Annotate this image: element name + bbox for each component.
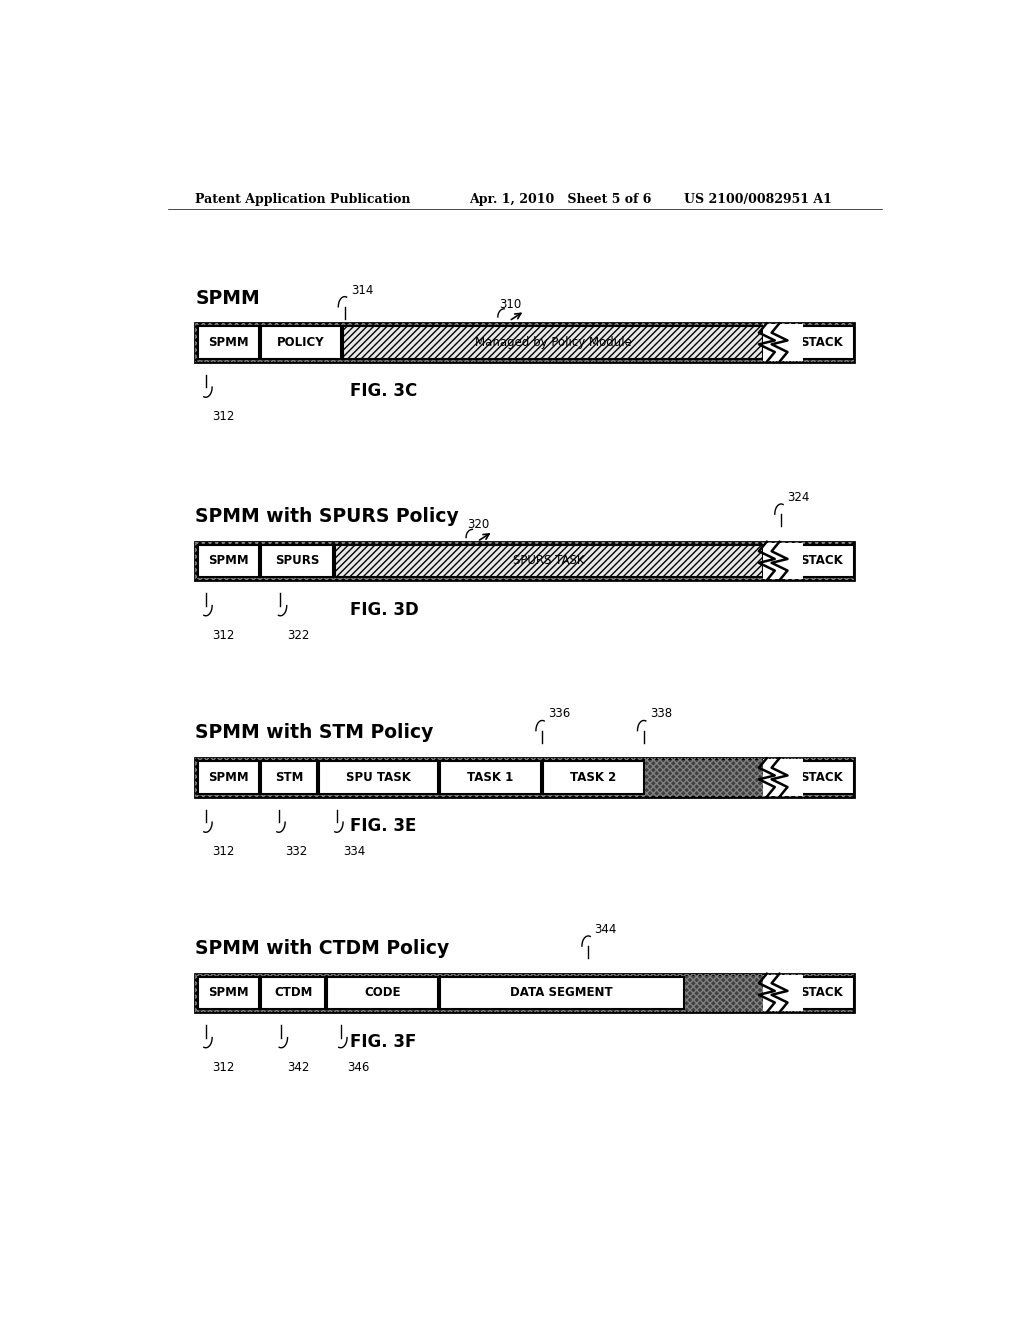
- Text: 342: 342: [288, 1061, 310, 1074]
- Bar: [261, 762, 316, 793]
- Text: SPMM with CTDM Policy: SPMM with CTDM Policy: [196, 940, 450, 958]
- Text: 322: 322: [287, 630, 309, 642]
- Text: 334: 334: [343, 846, 366, 858]
- Text: STACK: STACK: [800, 554, 843, 568]
- Text: SPURS TASK: SPURS TASK: [513, 554, 585, 568]
- Bar: [196, 323, 854, 362]
- Bar: [196, 541, 854, 581]
- Text: 312: 312: [212, 630, 234, 642]
- Text: FIG. 3C: FIG. 3C: [350, 381, 418, 400]
- Bar: [790, 545, 854, 577]
- Bar: [343, 326, 763, 359]
- Bar: [198, 545, 259, 577]
- Bar: [198, 977, 259, 1008]
- Bar: [543, 762, 644, 793]
- Text: TASK 2: TASK 2: [570, 771, 616, 784]
- Text: US 2100/0082951 A1: US 2100/0082951 A1: [684, 193, 831, 206]
- Text: SPMM: SPMM: [208, 986, 249, 999]
- Text: Apr. 1, 2010   Sheet 5 of 6: Apr. 1, 2010 Sheet 5 of 6: [469, 193, 651, 206]
- Bar: [196, 323, 854, 362]
- Bar: [261, 977, 325, 1008]
- Text: 312: 312: [212, 846, 234, 858]
- Text: 314: 314: [351, 284, 374, 297]
- Bar: [196, 974, 854, 1012]
- Bar: [763, 325, 803, 360]
- Text: 338: 338: [650, 708, 673, 721]
- Text: SPURS: SPURS: [274, 554, 319, 568]
- Bar: [790, 762, 854, 793]
- Bar: [440, 762, 541, 793]
- Text: Managed by Policy Module: Managed by Policy Module: [474, 335, 632, 348]
- Text: FIG. 3E: FIG. 3E: [350, 817, 417, 836]
- Text: SPMM: SPMM: [208, 771, 249, 784]
- Bar: [198, 762, 259, 793]
- Bar: [763, 974, 803, 1011]
- Bar: [790, 326, 854, 359]
- Text: SPU TASK: SPU TASK: [346, 771, 411, 784]
- Text: STACK: STACK: [800, 771, 843, 784]
- Text: SPMM: SPMM: [196, 289, 260, 308]
- Text: 346: 346: [347, 1061, 370, 1074]
- Text: SPMM with STM Policy: SPMM with STM Policy: [196, 723, 434, 742]
- Text: STACK: STACK: [800, 986, 843, 999]
- Bar: [261, 545, 333, 577]
- Bar: [335, 545, 763, 577]
- Bar: [763, 543, 803, 579]
- Bar: [763, 759, 803, 796]
- Text: DATA SEGMENT: DATA SEGMENT: [510, 986, 613, 999]
- Bar: [261, 326, 341, 359]
- Text: 310: 310: [500, 298, 521, 312]
- Text: SPMM: SPMM: [208, 335, 249, 348]
- Text: 312: 312: [212, 1061, 234, 1074]
- Bar: [196, 758, 854, 797]
- Text: STACK: STACK: [800, 335, 843, 348]
- Text: CODE: CODE: [365, 986, 400, 999]
- Text: 320: 320: [468, 519, 489, 532]
- Bar: [328, 977, 437, 1008]
- Bar: [319, 762, 437, 793]
- Text: POLICY: POLICY: [278, 335, 325, 348]
- Text: Patent Application Publication: Patent Application Publication: [196, 193, 411, 206]
- Text: SPMM: SPMM: [208, 554, 249, 568]
- Text: 336: 336: [549, 708, 570, 721]
- Text: 324: 324: [787, 491, 810, 504]
- Text: FIG. 3D: FIG. 3D: [350, 601, 419, 619]
- Text: 332: 332: [285, 846, 307, 858]
- Text: 312: 312: [212, 411, 234, 424]
- Text: CTDM: CTDM: [273, 986, 312, 999]
- Text: STM: STM: [274, 771, 303, 784]
- Bar: [196, 974, 854, 1012]
- Text: TASK 1: TASK 1: [467, 771, 513, 784]
- Bar: [196, 758, 854, 797]
- Bar: [790, 977, 854, 1008]
- Text: 344: 344: [595, 923, 617, 936]
- Text: SPMM with SPURS Policy: SPMM with SPURS Policy: [196, 507, 459, 527]
- Text: FIG. 3F: FIG. 3F: [350, 1032, 417, 1051]
- Bar: [440, 977, 684, 1008]
- Bar: [196, 541, 854, 581]
- Bar: [198, 326, 259, 359]
